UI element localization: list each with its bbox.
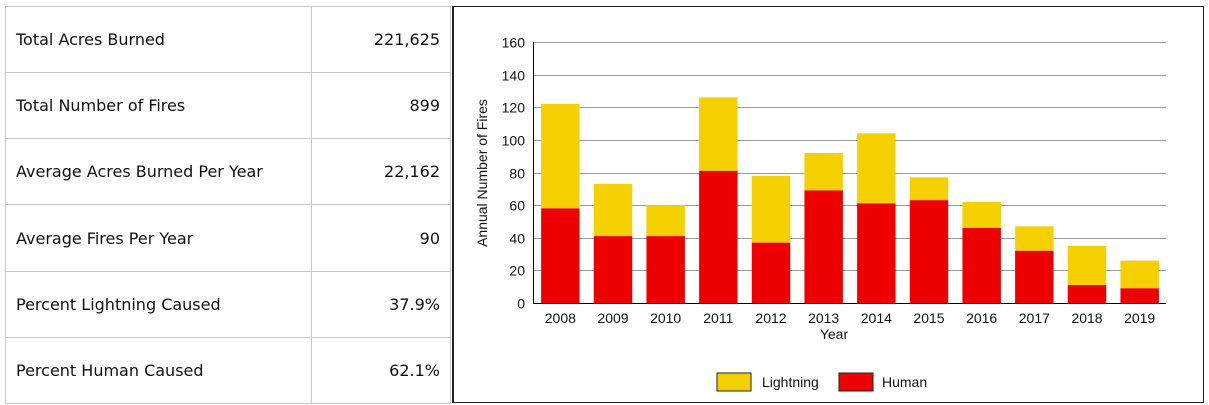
x-tick-label: 2016 (966, 310, 997, 326)
stats-row: Average Fires Per Year 90 (5, 204, 451, 272)
y-tick-label: 80 (509, 166, 525, 182)
stat-label: Total Acres Burned (5, 5, 312, 74)
y-tick-label: 40 (509, 231, 525, 247)
y-tick-label: 20 (509, 263, 525, 279)
stat-label: Total Number of Fires (5, 72, 312, 140)
stat-value: 22,162 (311, 138, 451, 206)
stats-row: Average Acres Burned Per Year 22,162 (5, 138, 451, 206)
bar-human-2015 (909, 200, 949, 303)
bar-human-2009 (593, 236, 633, 303)
x-tick-label: 2010 (650, 310, 681, 326)
y-tick-label: 100 (502, 133, 526, 149)
stat-value: 899 (311, 72, 451, 140)
bar-human-2019 (1120, 288, 1159, 303)
bar-lightning-2012 (751, 175, 791, 243)
bar-human-2018 (1067, 285, 1107, 303)
stat-label: Average Acres Burned Per Year (5, 138, 312, 206)
y-tick-label: 120 (502, 100, 526, 116)
bar-human-2017 (1015, 250, 1054, 303)
bar-human-2014 (857, 203, 896, 303)
legend-swatch-human (838, 372, 874, 392)
chart-panel: 0 20 40 60 80 100 120 140 160 2008 2009 2010 2011 201… (452, 6, 1204, 403)
x-tick-label: 2014 (861, 310, 892, 326)
y-tick-label: 60 (509, 198, 525, 214)
y-tick-label: 160 (502, 35, 526, 51)
bar-lightning-2019 (1120, 260, 1159, 289)
stats-row: Percent Human Caused 62.1% (5, 336, 451, 405)
stat-value: 62.1% (311, 336, 451, 405)
bar-human-2008 (541, 208, 580, 303)
bar-human-2013 (804, 190, 843, 303)
y-tick-label: 140 (502, 68, 526, 84)
bar-lightning-2010 (646, 205, 685, 237)
stat-value: 90 (311, 204, 451, 272)
bar-lightning-2018 (1067, 245, 1107, 286)
x-axis-title: Year (820, 326, 849, 342)
y-tick-label: 0 (517, 296, 525, 312)
x-tick-label: 2013 (808, 310, 839, 326)
bar-lightning-2009 (593, 183, 633, 237)
legend-label-human: Human (882, 374, 927, 390)
bar-human-2012 (751, 242, 791, 303)
stats-row: Percent Lightning Caused 37.9% (5, 270, 451, 338)
bar-lightning-2016 (962, 201, 1001, 228)
stat-label: Percent Lightning Caused (5, 270, 312, 338)
x-tick-label: 2015 (913, 310, 944, 326)
bar-human-2010 (646, 236, 685, 303)
x-tick-label: 2008 (545, 310, 576, 326)
x-tick-label: 2018 (1071, 310, 1102, 326)
bar-human-2016 (962, 227, 1001, 303)
legend-label-lightning: Lightning (762, 374, 819, 390)
fires-bar-chart: 0 20 40 60 80 100 120 140 160 2008 2009 2010 2011 201… (474, 35, 1166, 392)
stats-row: Total Acres Burned 221,625 (5, 5, 451, 74)
x-tick-label: 2012 (755, 310, 786, 326)
stats-row: Total Number of Fires 899 (5, 72, 451, 140)
legend-swatch-lightning (716, 372, 752, 392)
x-tick-label: 2017 (1019, 310, 1050, 326)
stats-table: Total Acres Burned 221,625 Total Number … (5, 5, 451, 405)
stat-value: 37.9% (311, 270, 451, 338)
x-tick-label: 2019 (1124, 310, 1155, 326)
bar-human-2011 (699, 170, 738, 303)
y-axis-title: Annual Number of Fires (474, 99, 490, 247)
bar-lightning-2014 (857, 133, 896, 204)
bar-lightning-2015 (909, 177, 949, 201)
stat-value: 221,625 (311, 5, 451, 74)
stat-label: Percent Human Caused (5, 336, 312, 405)
x-tick-label: 2009 (597, 310, 628, 326)
bar-lightning-2011 (699, 97, 738, 171)
stat-label: Average Fires Per Year (5, 204, 312, 272)
legend: Lightning Human (716, 372, 927, 392)
bar-lightning-2017 (1015, 226, 1054, 251)
x-tick-label: 2011 (703, 310, 733, 326)
bar-lightning-2013 (804, 152, 843, 191)
bar-lightning-2008 (541, 103, 580, 209)
